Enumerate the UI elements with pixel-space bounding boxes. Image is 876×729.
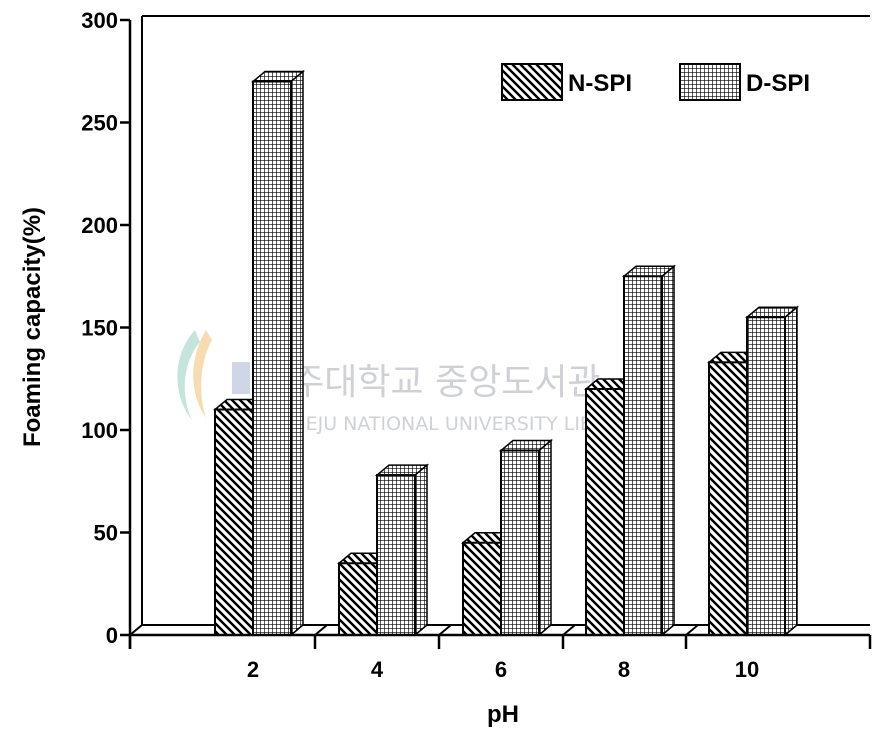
bar-d-spi-ph6-side xyxy=(538,438,552,637)
bar-n-spi-ph2 xyxy=(214,408,254,636)
library-watermark: 제주대학교 중앙도서관 JEJU NATIONAL UNIVERSITY LIB… xyxy=(177,330,642,435)
watermark-logo-block xyxy=(232,362,250,394)
bar-d-spi-ph6 xyxy=(500,449,540,636)
axes: 0 50 100 150 200 250 300 2 4 6 8 10 xyxy=(81,8,872,682)
y-tick-label-250: 250 xyxy=(81,111,118,136)
floor-divider-2 xyxy=(438,624,452,636)
floor-left-edge xyxy=(129,624,143,636)
bar-group xyxy=(212,69,800,637)
legend: N-SPI D-SPI xyxy=(501,63,810,101)
bar-d-spi-ph2-side xyxy=(290,69,304,637)
x-tick-label-8: 8 xyxy=(618,657,630,682)
legend-label-d-spi: D-SPI xyxy=(746,70,810,97)
bar-d-spi-ph8 xyxy=(623,275,663,636)
bar-d-spi-ph10 xyxy=(746,316,786,636)
bar-d-spi-ph2 xyxy=(252,80,292,636)
y-axis-title: Foaming capacity(%) xyxy=(19,207,46,447)
bar-n-spi-ph6 xyxy=(462,541,502,636)
watermark-logo-swoosh-icon xyxy=(193,330,212,418)
bar-d-spi-ph4 xyxy=(376,474,416,636)
y-tick-label-100: 100 xyxy=(81,418,118,443)
floor-divider-4 xyxy=(685,624,699,636)
y-tick-label-150: 150 xyxy=(81,316,118,341)
x-tick-label-6: 6 xyxy=(495,657,507,682)
x-tick-label-4: 4 xyxy=(371,657,384,682)
watermark-logo-icon xyxy=(177,330,200,420)
watermark-korean-text: 제주대학교 중앙도서관 xyxy=(258,362,601,403)
legend-swatch-d-spi xyxy=(679,63,741,101)
watermark-english-text: JEJU NATIONAL UNIVERSITY LIBRARY xyxy=(299,413,642,435)
legend-label-n-spi: N-SPI xyxy=(568,70,632,97)
bar-n-spi-ph8 xyxy=(585,388,625,636)
y-tick-label-300: 300 xyxy=(81,8,118,33)
floor-divider-1 xyxy=(314,624,328,636)
x-axis-title: pH xyxy=(487,701,519,728)
bar-d-spi-ph8-side xyxy=(661,264,675,637)
bar-n-spi-ph10 xyxy=(708,361,748,636)
legend-swatch-n-spi xyxy=(501,63,563,101)
bar-d-spi-ph4-side xyxy=(414,463,428,637)
x-tick-label-10: 10 xyxy=(735,657,759,682)
y-tick-label-50: 50 xyxy=(94,521,118,546)
x-tick-label-2: 2 xyxy=(247,657,259,682)
bar-n-spi-ph4 xyxy=(338,562,378,636)
bar-d-spi-ph10-side xyxy=(784,305,798,637)
y-tick-label-0: 0 xyxy=(106,623,118,648)
floor-divider-3 xyxy=(562,624,576,636)
y-tick-label-200: 200 xyxy=(81,213,118,238)
